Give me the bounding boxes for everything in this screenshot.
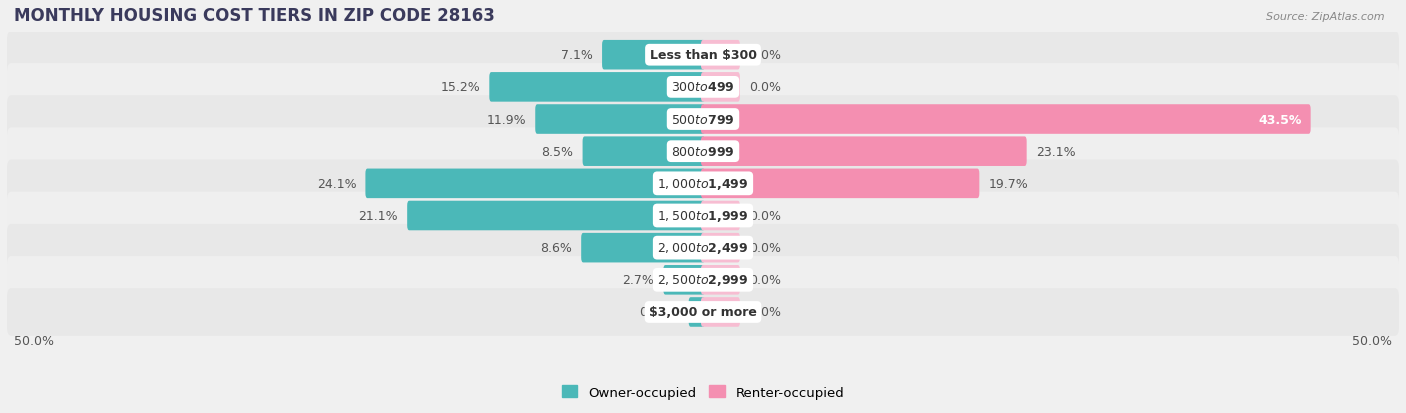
Text: 0.88%: 0.88% (640, 306, 679, 319)
Text: 0.0%: 0.0% (749, 49, 780, 62)
FancyBboxPatch shape (7, 192, 1399, 240)
FancyBboxPatch shape (7, 256, 1399, 304)
FancyBboxPatch shape (7, 96, 1399, 143)
Text: 8.6%: 8.6% (540, 242, 572, 254)
Text: $3,000 or more: $3,000 or more (650, 306, 756, 319)
Text: 0.0%: 0.0% (749, 242, 780, 254)
Text: 0.0%: 0.0% (749, 209, 780, 223)
Text: 50.0%: 50.0% (14, 334, 53, 347)
FancyBboxPatch shape (702, 137, 1026, 166)
FancyBboxPatch shape (7, 160, 1399, 208)
Text: $2,500 to $2,999: $2,500 to $2,999 (657, 273, 749, 287)
FancyBboxPatch shape (408, 201, 704, 231)
FancyBboxPatch shape (702, 266, 740, 295)
Text: $500 to $799: $500 to $799 (671, 113, 735, 126)
Text: 0.0%: 0.0% (749, 306, 780, 319)
Text: 7.1%: 7.1% (561, 49, 593, 62)
FancyBboxPatch shape (7, 128, 1399, 176)
Text: $1,500 to $1,999: $1,500 to $1,999 (657, 209, 749, 223)
Text: 15.2%: 15.2% (440, 81, 481, 94)
Text: 43.5%: 43.5% (1258, 113, 1302, 126)
Text: 50.0%: 50.0% (1353, 334, 1392, 347)
FancyBboxPatch shape (702, 169, 980, 199)
Text: 2.7%: 2.7% (623, 274, 654, 287)
Text: MONTHLY HOUSING COST TIERS IN ZIP CODE 28163: MONTHLY HOUSING COST TIERS IN ZIP CODE 2… (14, 7, 495, 25)
FancyBboxPatch shape (702, 297, 740, 327)
FancyBboxPatch shape (7, 32, 1399, 79)
FancyBboxPatch shape (489, 73, 704, 102)
Text: 11.9%: 11.9% (486, 113, 526, 126)
FancyBboxPatch shape (702, 41, 740, 70)
Text: 24.1%: 24.1% (316, 178, 356, 190)
FancyBboxPatch shape (702, 73, 740, 102)
Text: $1,000 to $1,499: $1,000 to $1,499 (657, 176, 749, 191)
FancyBboxPatch shape (7, 224, 1399, 272)
FancyBboxPatch shape (702, 233, 740, 263)
Text: 0.0%: 0.0% (749, 274, 780, 287)
Text: 0.0%: 0.0% (749, 81, 780, 94)
FancyBboxPatch shape (536, 105, 704, 135)
Text: 23.1%: 23.1% (1036, 145, 1076, 158)
FancyBboxPatch shape (702, 105, 1310, 135)
FancyBboxPatch shape (7, 288, 1399, 336)
Text: $300 to $499: $300 to $499 (671, 81, 735, 94)
Text: 21.1%: 21.1% (359, 209, 398, 223)
FancyBboxPatch shape (581, 233, 704, 263)
Legend: Owner-occupied, Renter-occupied: Owner-occupied, Renter-occupied (557, 380, 849, 404)
Text: 8.5%: 8.5% (541, 145, 574, 158)
FancyBboxPatch shape (582, 137, 704, 166)
Text: $2,000 to $2,499: $2,000 to $2,499 (657, 241, 749, 256)
FancyBboxPatch shape (702, 201, 740, 231)
FancyBboxPatch shape (689, 297, 704, 327)
FancyBboxPatch shape (366, 169, 704, 199)
Text: Less than $300: Less than $300 (650, 49, 756, 62)
Text: $800 to $999: $800 to $999 (671, 145, 735, 158)
Text: 19.7%: 19.7% (988, 178, 1028, 190)
FancyBboxPatch shape (664, 266, 704, 295)
FancyBboxPatch shape (7, 64, 1399, 112)
Text: Source: ZipAtlas.com: Source: ZipAtlas.com (1267, 12, 1385, 22)
FancyBboxPatch shape (602, 41, 704, 70)
